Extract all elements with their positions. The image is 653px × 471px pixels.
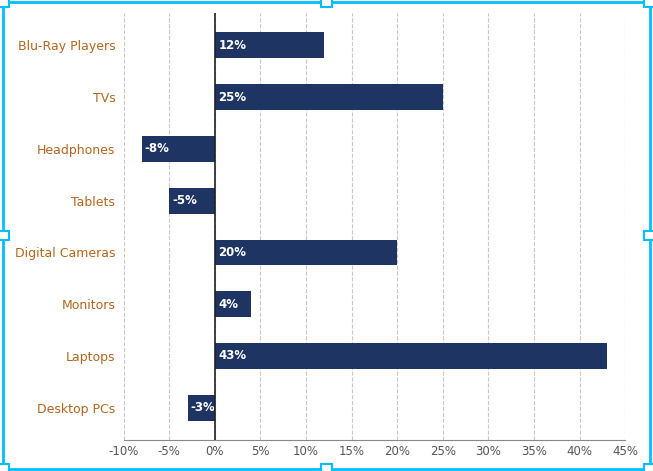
Text: 12%: 12%: [219, 39, 247, 52]
Text: 43%: 43%: [219, 349, 247, 363]
Text: 4%: 4%: [219, 298, 238, 311]
Text: -3%: -3%: [190, 401, 215, 414]
Bar: [215, 240, 397, 265]
Text: -5%: -5%: [172, 194, 197, 207]
Text: 20%: 20%: [219, 246, 247, 259]
Text: -8%: -8%: [145, 142, 170, 155]
Bar: [169, 188, 215, 214]
Bar: [142, 136, 215, 162]
Bar: [215, 291, 251, 317]
Bar: [187, 395, 215, 421]
Bar: [215, 32, 325, 58]
Bar: [215, 84, 443, 110]
Bar: [215, 343, 607, 369]
Text: 25%: 25%: [219, 90, 247, 104]
